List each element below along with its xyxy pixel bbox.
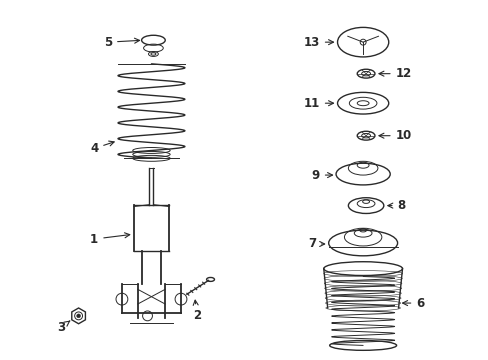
Text: 2: 2 bbox=[192, 300, 201, 322]
Text: 3: 3 bbox=[57, 321, 70, 334]
Text: 8: 8 bbox=[387, 199, 405, 212]
Text: 5: 5 bbox=[103, 36, 139, 49]
Text: 6: 6 bbox=[402, 297, 424, 310]
Text: 7: 7 bbox=[307, 238, 324, 251]
Text: 13: 13 bbox=[303, 36, 333, 49]
Text: 1: 1 bbox=[90, 233, 129, 246]
Text: 11: 11 bbox=[303, 97, 333, 110]
Text: 12: 12 bbox=[378, 67, 411, 80]
Text: 9: 9 bbox=[311, 168, 332, 181]
Text: 10: 10 bbox=[378, 129, 411, 142]
Circle shape bbox=[77, 314, 81, 318]
Text: 4: 4 bbox=[90, 141, 114, 155]
